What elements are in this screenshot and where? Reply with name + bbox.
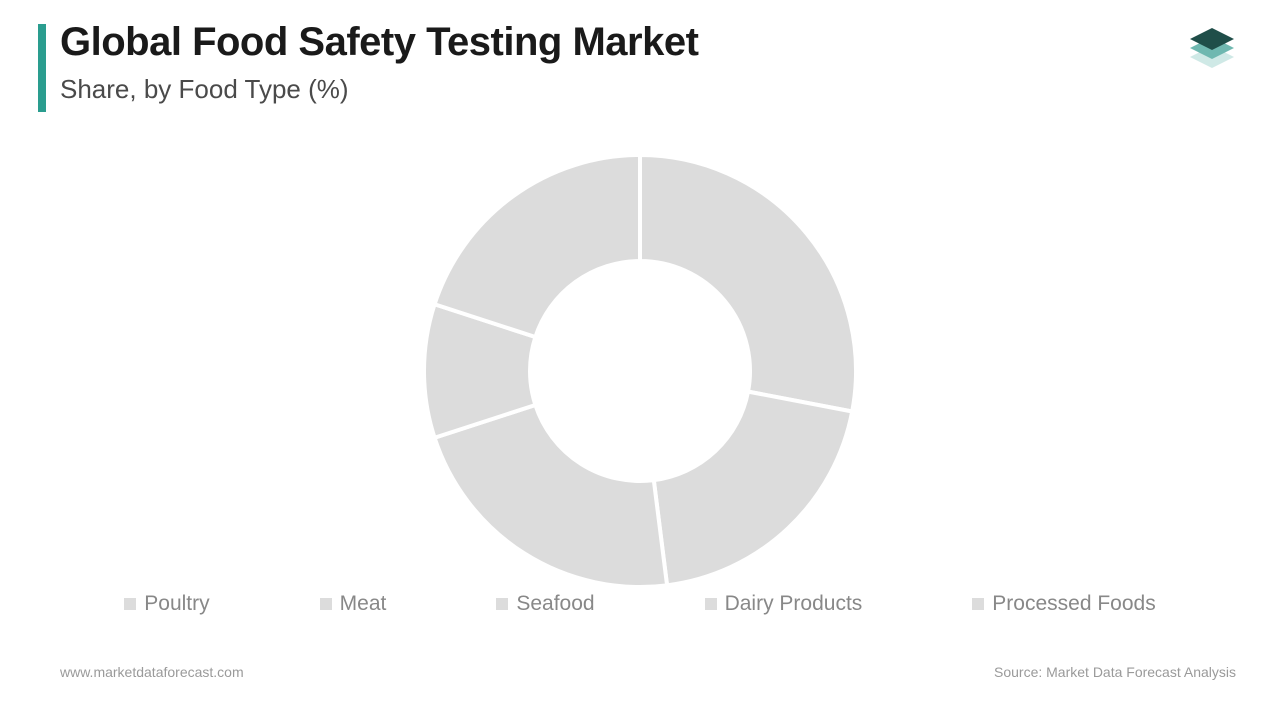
legend-item-dairy: Dairy Products — [705, 592, 863, 616]
brand-logo — [1182, 14, 1242, 74]
legend-item-processed: Processed Foods — [972, 592, 1155, 616]
page-subtitle: Share, by Food Type (%) — [60, 74, 349, 105]
donut-chart — [0, 156, 1280, 586]
legend-swatch — [124, 598, 136, 610]
page-root: Global Food Safety Testing Market Share,… — [0, 0, 1280, 720]
legend-label: Processed Foods — [992, 592, 1155, 616]
legend-label: Poultry — [144, 592, 209, 616]
legend: Poultry Meat Seafood Dairy Products Proc… — [0, 592, 1280, 616]
page-title: Global Food Safety Testing Market — [60, 20, 698, 65]
footer-right: Source: Market Data Forecast Analysis — [994, 664, 1236, 680]
legend-swatch — [320, 598, 332, 610]
footer-left: www.marketdataforecast.com — [60, 664, 244, 680]
donut-svg — [424, 155, 856, 587]
donut-slice — [654, 392, 852, 586]
legend-swatch — [705, 598, 717, 610]
footer: www.marketdataforecast.com Source: Marke… — [60, 664, 1236, 680]
legend-item-meat: Meat — [320, 592, 387, 616]
legend-swatch — [972, 598, 984, 610]
legend-item-poultry: Poultry — [124, 592, 209, 616]
donut-slice — [640, 155, 856, 411]
legend-label: Meat — [340, 592, 387, 616]
legend-label: Seafood — [516, 592, 594, 616]
legend-swatch — [496, 598, 508, 610]
legend-item-seafood: Seafood — [496, 592, 594, 616]
donut-slice — [435, 405, 668, 587]
accent-bar — [38, 24, 46, 112]
donut-slice — [435, 155, 640, 337]
header: Global Food Safety Testing Market Share,… — [38, 20, 1242, 120]
stacked-layers-icon — [1182, 14, 1242, 74]
legend-label: Dairy Products — [725, 592, 863, 616]
